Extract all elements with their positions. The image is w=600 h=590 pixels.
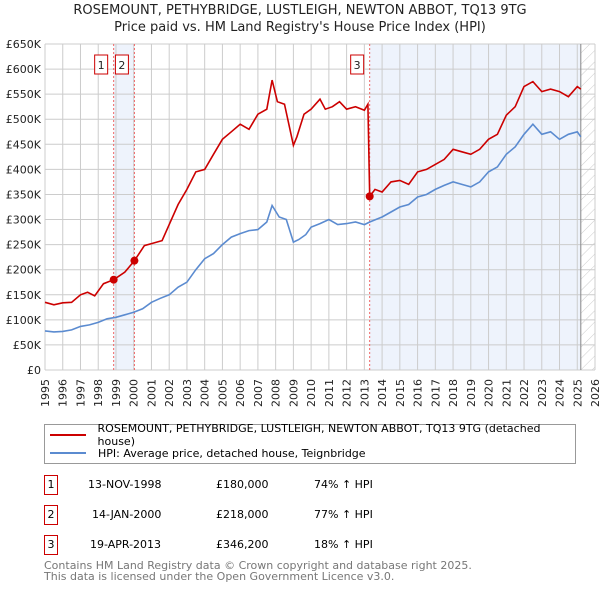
legend-swatch-blue	[50, 452, 86, 454]
y-tick-label: £150K	[6, 289, 42, 302]
x-tick-label: 2008	[270, 379, 283, 407]
x-tick-label: 2007	[252, 379, 265, 407]
x-tick-label: 2021	[500, 379, 513, 407]
forecast-hatch	[580, 44, 595, 370]
x-tick-label: 2022	[518, 379, 531, 407]
sale-badge-label: 2	[118, 59, 125, 72]
x-tick-label: 2014	[376, 379, 389, 407]
transaction-date: 13-NOV-1998	[88, 478, 162, 491]
sale-badge-box	[114, 54, 129, 75]
transaction-badge: 1	[44, 475, 58, 495]
x-tick-label: 2026	[589, 379, 600, 407]
transaction-price: £180,000	[216, 478, 269, 491]
legend-swatch-red	[50, 434, 86, 436]
x-tick-label: 2024	[554, 379, 567, 407]
sale-badge-box	[350, 54, 365, 75]
transaction-hpi: 74% ↑ HPI	[314, 478, 373, 491]
hpi-line	[44, 122, 582, 333]
x-tick-label: 2019	[465, 379, 478, 407]
sale-badge-box	[94, 54, 109, 75]
y-tick-label: £550K	[6, 88, 42, 101]
x-tick-label: 1998	[92, 379, 105, 407]
x-tick-label: 1995	[39, 379, 52, 407]
x-tick-label: 2010	[305, 379, 318, 407]
sale-badge-label: 1	[98, 59, 105, 72]
y-tick-label: £250K	[6, 239, 42, 252]
y-tick-label: £0	[27, 364, 41, 377]
x-tick-label: 1997	[74, 379, 87, 407]
sale-point	[365, 192, 374, 201]
transaction-price: £218,000	[216, 508, 269, 521]
x-tick-label: 1999	[110, 379, 123, 407]
sale-point	[109, 275, 118, 284]
legend-item-hpi: HPI: Average price, detached house, Teig…	[50, 445, 366, 461]
y-tick-label: £350K	[6, 188, 42, 201]
y-tick-label: £300K	[6, 214, 42, 227]
x-tick-label: 2004	[199, 379, 212, 407]
y-tick-label: £200K	[6, 264, 42, 277]
x-tick-label: 2015	[394, 379, 407, 407]
x-tick-label: 2000	[128, 379, 141, 407]
transaction-price: £346,200	[216, 538, 269, 551]
legend-label-hpi: HPI: Average price, detached house, Teig…	[98, 446, 366, 460]
x-tick-label: 2023	[536, 379, 549, 407]
footer: Contains HM Land Registry data © Crown c…	[44, 560, 472, 582]
y-tick-label: £400K	[6, 163, 42, 176]
shaded-region	[113, 44, 135, 370]
y-tick-label: £450K	[6, 138, 42, 151]
shaded-region	[369, 44, 581, 370]
transaction-badge: 2	[44, 505, 58, 525]
y-tick-label: £600K	[6, 63, 42, 76]
transaction-date: 14-JAN-2000	[92, 508, 162, 521]
x-tick-label: 2018	[447, 379, 460, 407]
footer-license: This data is licensed under the Open Gov…	[44, 570, 395, 583]
y-tick-label: £100K	[6, 314, 42, 327]
legend-label-property: ROSEMOUNT, PETHYBRIDGE, LUSTLEIGH, NEWTO…	[97, 422, 541, 448]
transaction-hpi: 18% ↑ HPI	[314, 538, 373, 551]
sale-badge-label: 3	[354, 59, 361, 72]
legend-item-property: ROSEMOUNT, PETHYBRIDGE, LUSTLEIGH, NEWTO…	[50, 422, 575, 448]
y-tick-label: £650K	[6, 38, 42, 51]
legend: ROSEMOUNT, PETHYBRIDGE, LUSTLEIGH, NEWTO…	[44, 422, 576, 464]
x-tick-label: 2005	[216, 379, 229, 407]
transaction-date: 19-APR-2013	[90, 538, 162, 551]
transaction-badge: 3	[44, 535, 58, 555]
chart-title: ROSEMOUNT, PETHYBRIDGE, LUSTLEIGH, NEWTO…	[73, 3, 527, 18]
x-tick-label: 2006	[234, 379, 247, 407]
x-tick-label: 2025	[571, 379, 584, 407]
x-tick-label: 2020	[483, 379, 496, 407]
transaction-hpi: 77% ↑ HPI	[314, 508, 373, 521]
y-tick-label: £500K	[6, 113, 42, 126]
x-tick-label: 2009	[287, 379, 300, 407]
x-tick-label: 2017	[429, 379, 442, 407]
x-tick-label: 2016	[412, 379, 425, 407]
x-tick-label: 1996	[57, 379, 70, 407]
chart-subtitle: Price paid vs. HM Land Registry's House …	[114, 20, 486, 35]
y-tick-label: £50K	[13, 339, 42, 352]
x-tick-label: 2001	[145, 379, 158, 407]
x-tick-label: 2011	[323, 379, 336, 407]
x-tick-label: 2013	[358, 379, 371, 407]
price-chart: 1995 1996 1997 1998 1999 2000 2001 2002 2003 2004…	[6, 38, 600, 407]
x-tick-label: 2003	[181, 379, 194, 407]
footer-copyright: Contains HM Land Registry data © Crown c…	[44, 559, 472, 572]
x-tick-label: 2002	[163, 379, 176, 407]
sale-point	[130, 256, 139, 265]
property-price-line	[44, 79, 582, 306]
x-tick-label: 2012	[341, 379, 354, 407]
